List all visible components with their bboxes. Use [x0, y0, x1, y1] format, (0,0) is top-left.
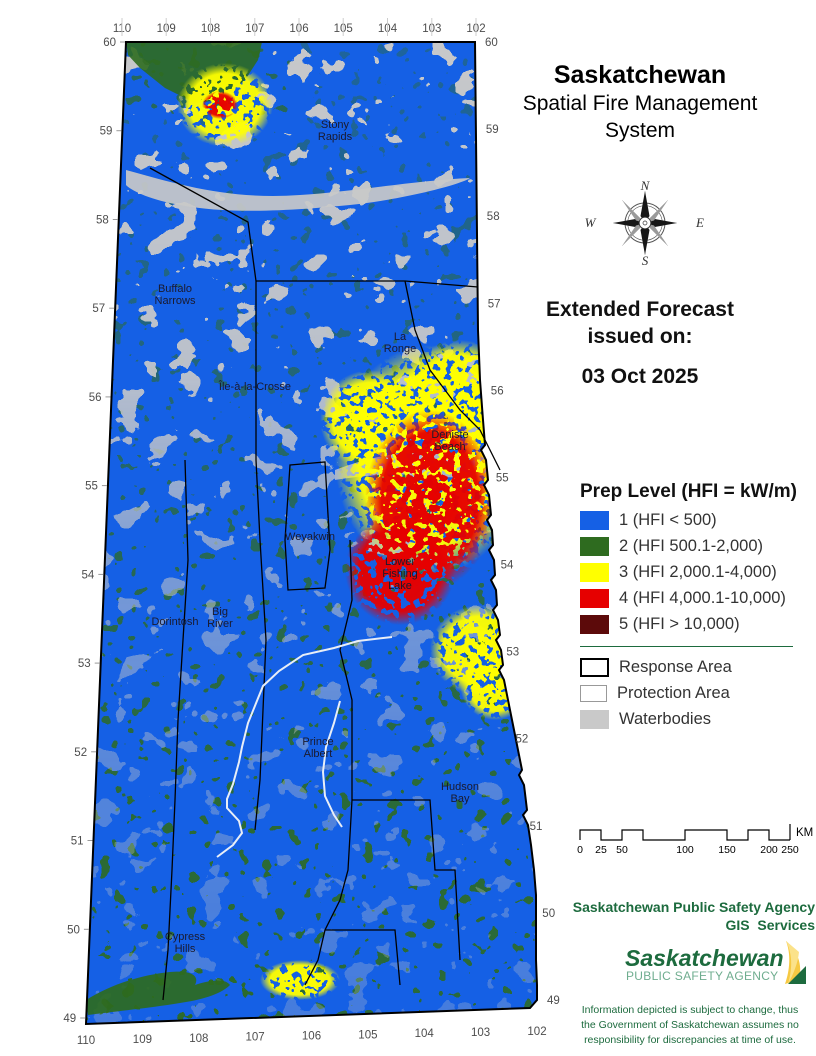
svg-text:150: 150: [718, 844, 736, 856]
svg-text:107: 107: [246, 1032, 265, 1044]
svg-text:Lower: Lower: [385, 556, 415, 568]
svg-text:55: 55: [496, 473, 509, 485]
svg-text:51: 51: [530, 821, 543, 833]
svg-text:60: 60: [103, 37, 116, 49]
svg-text:Île-à-la-Crosse: Île-à-la-Crosse: [218, 380, 291, 393]
svg-text:0: 0: [577, 844, 583, 856]
svg-text:Buffalo: Buffalo: [158, 283, 192, 295]
svg-text:53: 53: [78, 658, 91, 670]
svg-text:KM: KM: [796, 827, 813, 839]
svg-text:Saskatchewan: Saskatchewan: [625, 945, 784, 971]
svg-text:Fishing: Fishing: [382, 568, 417, 580]
svg-text:53: 53: [506, 647, 519, 659]
svg-text:54: 54: [501, 560, 514, 572]
svg-text:105: 105: [358, 1029, 377, 1041]
svg-text:52: 52: [516, 734, 529, 746]
svg-text:104: 104: [415, 1028, 435, 1040]
svg-text:49: 49: [547, 995, 560, 1007]
svg-text:La: La: [394, 331, 407, 343]
svg-text:Hills: Hills: [175, 943, 196, 955]
svg-text:56: 56: [89, 392, 102, 404]
svg-text:59: 59: [100, 126, 113, 138]
svg-text:58: 58: [96, 215, 109, 227]
svg-text:58: 58: [487, 211, 500, 223]
svg-text:Dorintosh: Dorintosh: [151, 616, 198, 628]
svg-text:109: 109: [133, 1034, 152, 1046]
svg-text:106: 106: [302, 1031, 321, 1043]
svg-text:103: 103: [471, 1027, 490, 1039]
svg-text:100: 100: [676, 844, 694, 856]
svg-text:108: 108: [189, 1033, 208, 1045]
svg-text:55: 55: [85, 481, 98, 493]
svg-text:Beach: Beach: [434, 441, 465, 453]
svg-text:57: 57: [92, 303, 105, 315]
svg-text:54: 54: [82, 569, 95, 581]
svg-text:25: 25: [595, 844, 607, 856]
svg-text:Bay: Bay: [451, 793, 470, 805]
svg-text:Rapids: Rapids: [318, 131, 353, 143]
svg-text:Cypress: Cypress: [165, 931, 206, 943]
svg-text:Stony: Stony: [321, 119, 350, 131]
svg-text:Big: Big: [212, 606, 228, 618]
svg-text:50: 50: [616, 844, 628, 856]
svg-text:60: 60: [485, 37, 498, 49]
svg-text:110: 110: [77, 1035, 95, 1047]
svg-text:Lake: Lake: [388, 580, 412, 592]
svg-text:200: 200: [760, 844, 778, 856]
svg-text:Hudson: Hudson: [441, 781, 479, 793]
svg-text:PUBLIC SAFETY AGENCY: PUBLIC SAFETY AGENCY: [626, 969, 779, 983]
svg-text:River: River: [207, 618, 233, 630]
svg-text:S: S: [642, 253, 649, 268]
svg-text:51: 51: [71, 836, 84, 848]
svg-text:W: W: [585, 215, 597, 230]
svg-text:50: 50: [542, 908, 555, 920]
svg-text:102: 102: [527, 1026, 546, 1038]
svg-text:N: N: [640, 178, 651, 193]
svg-text:Ronge: Ronge: [384, 343, 416, 355]
svg-text:52: 52: [74, 747, 87, 759]
svg-text:E: E: [695, 215, 704, 230]
svg-text:Albert: Albert: [304, 748, 333, 760]
svg-text:Prince: Prince: [302, 736, 333, 748]
svg-text:250: 250: [781, 844, 799, 856]
svg-text:Weyakwin: Weyakwin: [285, 531, 335, 543]
svg-text:50: 50: [67, 924, 80, 936]
svg-text:Deniste: Deniste: [431, 429, 468, 441]
svg-text:49: 49: [63, 1013, 76, 1025]
svg-text:Narrows: Narrows: [155, 295, 196, 307]
